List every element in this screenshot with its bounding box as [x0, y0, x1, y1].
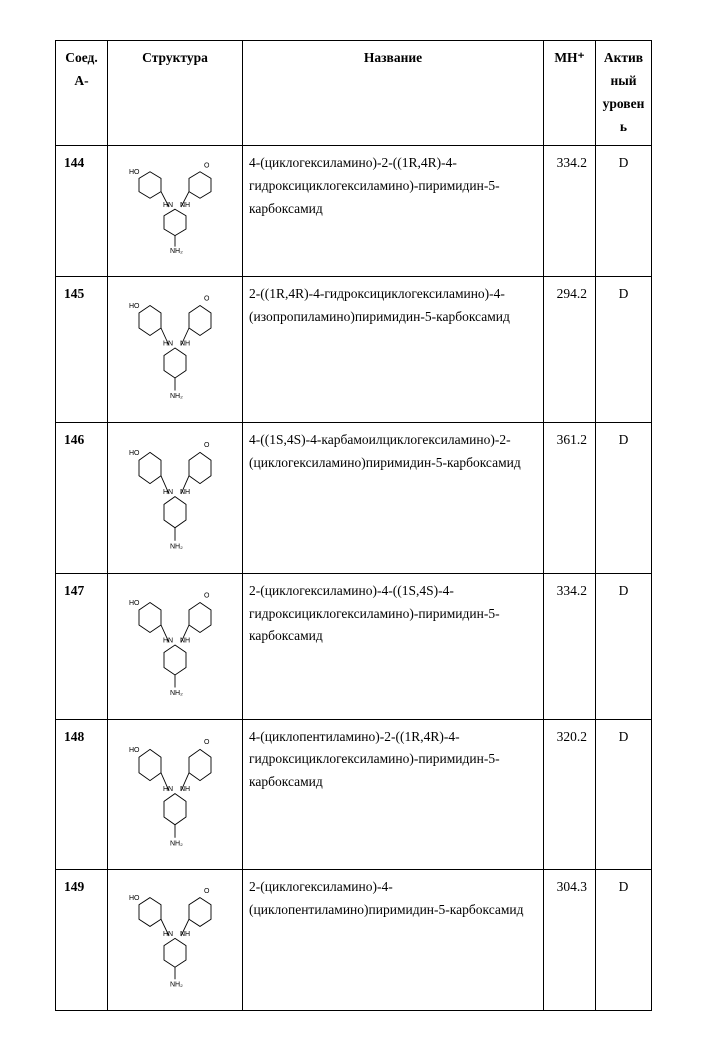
svg-text:HO: HO — [129, 303, 140, 310]
compound-activity: D — [596, 145, 652, 276]
compound-activity: D — [596, 870, 652, 1011]
compound-structure: HN NH NH₂ HO O — [108, 870, 243, 1011]
svg-text:NH: NH — [180, 931, 190, 938]
compound-id: 144 — [56, 145, 108, 276]
svg-text:HN: HN — [163, 786, 173, 793]
compound-name: 4-(циклопентиламино)-2-((1R,4R)-4-гидрок… — [243, 719, 544, 870]
compound-id: 147 — [56, 573, 108, 719]
svg-text:O: O — [204, 442, 210, 449]
svg-text:O: O — [204, 592, 210, 599]
compound-mh: 361.2 — [544, 422, 596, 573]
structure-diagram: HN NH NH₂ HO O — [120, 429, 230, 559]
svg-text:HN: HN — [163, 931, 173, 938]
table-row: 147 HN NH NH₂ HO O 2-(циклогексиламино)-… — [56, 573, 652, 719]
svg-text:NH: NH — [180, 340, 190, 347]
compound-activity: D — [596, 422, 652, 573]
compound-mh: 334.2 — [544, 573, 596, 719]
svg-text:HO: HO — [129, 895, 140, 902]
svg-text:NH: NH — [180, 637, 190, 644]
compound-mh: 334.2 — [544, 145, 596, 276]
table-row: 149 HN NH NH₂ HO O 2-(циклогексиламино)-… — [56, 870, 652, 1011]
structure-diagram: HN NH NH₂ HO O — [120, 152, 230, 262]
compound-activity: D — [596, 276, 652, 422]
table-header-row: Соед. А- Структура Название MH⁺ Актив ны… — [56, 41, 652, 146]
table-row: 148 HN NH NH₂ HO O 4-(циклопентиламино)-… — [56, 719, 652, 870]
svg-text:NH₂: NH₂ — [170, 690, 183, 697]
compound-mh: 304.3 — [544, 870, 596, 1011]
compound-name: 4-((1S,4S)-4-карбамоилциклогексиламино)-… — [243, 422, 544, 573]
compound-name: 2-((1R,4R)-4-гидроксициклогексиламино)-4… — [243, 276, 544, 422]
compound-table: Соед. А- Структура Название MH⁺ Актив ны… — [55, 40, 652, 1011]
svg-text:O: O — [204, 739, 210, 746]
svg-text:HO: HO — [129, 747, 140, 754]
svg-text:NH₂: NH₂ — [170, 982, 183, 989]
compound-id: 149 — [56, 870, 108, 1011]
svg-text:NH₂: NH₂ — [170, 543, 183, 550]
compound-structure: HN NH NH₂ HO O — [108, 276, 243, 422]
structure-diagram: HN NH NH₂ HO O — [120, 580, 230, 705]
structure-diagram: HN NH NH₂ HO O — [120, 876, 230, 996]
svg-text:NH₂: NH₂ — [170, 840, 183, 847]
structure-diagram: HN NH NH₂ HO O — [120, 283, 230, 408]
compound-structure: HN NH NH₂ HO O — [108, 145, 243, 276]
structure-diagram: HN NH NH₂ HO O — [120, 726, 230, 856]
svg-text:NH₂: NH₂ — [170, 248, 183, 255]
compound-id: 145 — [56, 276, 108, 422]
svg-text:HO: HO — [129, 600, 140, 607]
compound-mh: 294.2 — [544, 276, 596, 422]
header-name: Название — [243, 41, 544, 146]
svg-text:NH: NH — [180, 202, 190, 209]
svg-text:HN: HN — [163, 340, 173, 347]
svg-text:HN: HN — [163, 489, 173, 496]
compound-activity: D — [596, 719, 652, 870]
table-row: 146 HN NH NH₂ HO O 4-((1S,4S)-4-карбамои… — [56, 422, 652, 573]
header-mh: MH⁺ — [544, 41, 596, 146]
compound-id: 148 — [56, 719, 108, 870]
compound-name: 4-(циклогексиламино)-2-((1R,4R)-4-гидрок… — [243, 145, 544, 276]
compound-activity: D — [596, 573, 652, 719]
compound-id: 146 — [56, 422, 108, 573]
svg-text:HO: HO — [129, 450, 140, 457]
compound-structure: HN NH NH₂ HO O — [108, 422, 243, 573]
compound-mh: 320.2 — [544, 719, 596, 870]
table-row: 145 HN NH NH₂ HO O 2-((1R,4R)-4-гидрокси… — [56, 276, 652, 422]
svg-text:O: O — [204, 295, 210, 302]
header-id: Соед. А- — [56, 41, 108, 146]
compound-structure: HN NH NH₂ HO O — [108, 573, 243, 719]
compound-name: 2-(циклогексиламино)-4-((1S,4S)-4-гидрок… — [243, 573, 544, 719]
svg-text:O: O — [204, 888, 210, 895]
svg-text:O: O — [204, 162, 210, 169]
svg-text:HN: HN — [163, 202, 173, 209]
header-activity: Актив ный уровен ь — [596, 41, 652, 146]
table-row: 144 HN NH NH₂ HO O 4-(циклогексиламино)-… — [56, 145, 652, 276]
compound-name: 2-(циклогексиламино)-4-(циклопентиламино… — [243, 870, 544, 1011]
svg-text:HO: HO — [129, 169, 140, 176]
compound-structure: HN NH NH₂ HO O — [108, 719, 243, 870]
svg-text:NH: NH — [180, 786, 190, 793]
svg-text:HN: HN — [163, 637, 173, 644]
svg-text:NH₂: NH₂ — [170, 393, 183, 400]
header-structure: Структура — [108, 41, 243, 146]
svg-text:NH: NH — [180, 489, 190, 496]
